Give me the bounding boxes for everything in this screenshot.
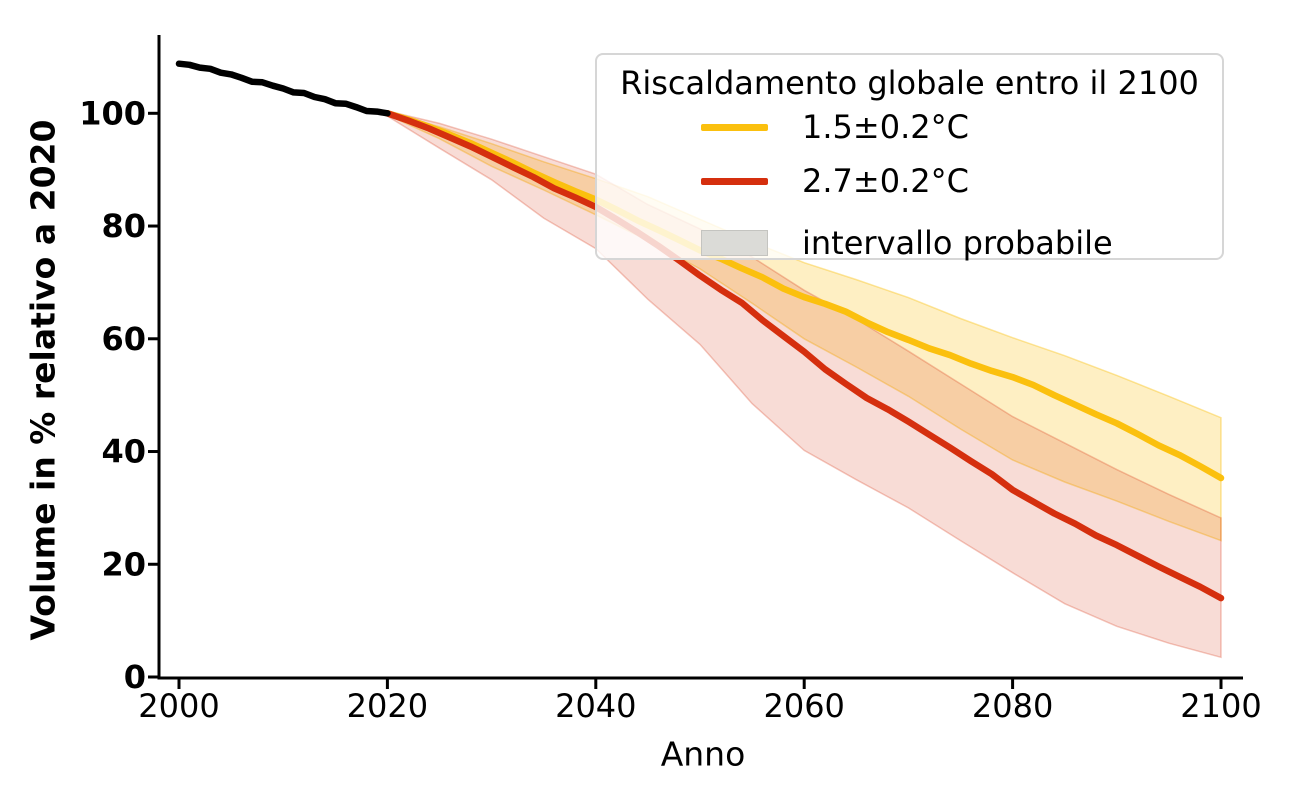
y-tick-label: 0 <box>124 658 146 696</box>
legend: Riscaldamento globale entro il 2100 1.5±… <box>595 53 1224 262</box>
legend-line-swatch-1.5C <box>701 124 768 131</box>
x-tick-label: 2020 <box>347 687 428 725</box>
volume osservato 2000-2020-line <box>175 60 391 117</box>
y-axis-label: Volume in % relativo a 2020 <box>23 119 63 641</box>
legend-patch-swatch-likely-range <box>701 230 768 256</box>
y-tick-label: 80 <box>101 207 146 245</box>
y-tick-label: 60 <box>101 320 146 358</box>
x-tick-label: 2060 <box>763 687 844 725</box>
legend-line-swatch-2.7C <box>701 178 768 185</box>
proiezione 1.5±0.2°C-line <box>384 110 1225 482</box>
proiezione 2.7±0.2°C-line <box>384 110 1225 602</box>
x-tick-label: 2000 <box>138 687 219 725</box>
legend-label-1.5C: 1.5±0.2°C <box>802 108 969 146</box>
legend-label-2.7C: 2.7±0.2°C <box>802 162 969 200</box>
x-axis-label: Anno <box>660 734 746 774</box>
legend-title: Riscaldamento globale entro il 2100 <box>620 64 1199 102</box>
x-tick-label: 2040 <box>555 687 636 725</box>
y-tick-label: 100 <box>79 94 146 132</box>
legend-label-likely-range: intervallo probabile <box>802 224 1113 262</box>
x-tick-label: 2080 <box>972 687 1053 725</box>
y-tick-label: 40 <box>101 433 146 471</box>
x-tick-label: 2100 <box>1180 687 1261 725</box>
y-tick-label: 20 <box>101 545 146 583</box>
